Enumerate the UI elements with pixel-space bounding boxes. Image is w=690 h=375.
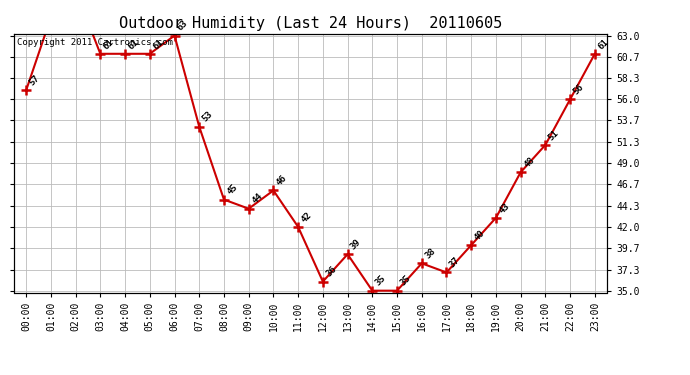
Text: 61: 61 [126,37,141,51]
Text: 35: 35 [398,274,413,288]
Text: 48: 48 [522,156,536,170]
Text: 43: 43 [497,201,511,215]
Text: 68: 68 [0,374,1,375]
Text: 61: 61 [596,37,610,51]
Text: 61: 61 [101,37,116,51]
Text: 56: 56 [571,82,586,97]
Text: 40: 40 [473,228,486,242]
Text: 44: 44 [250,192,264,206]
Text: 51: 51 [546,128,561,142]
Text: 39: 39 [349,237,363,252]
Text: 45: 45 [226,183,239,197]
Text: 36: 36 [324,265,338,279]
Text: 63: 63 [176,19,190,33]
Text: 57: 57 [28,74,41,87]
Text: 35: 35 [374,274,388,288]
Text: 65: 65 [0,374,1,375]
Text: Copyright 2011 Cartronics.com: Copyright 2011 Cartronics.com [17,38,172,46]
Text: 53: 53 [201,110,215,124]
Text: 38: 38 [423,247,437,261]
Text: 46: 46 [275,174,289,188]
Title: Outdoor Humidity (Last 24 Hours)  20110605: Outdoor Humidity (Last 24 Hours) 2011060… [119,16,502,31]
Text: 37: 37 [448,256,462,270]
Text: 61: 61 [151,37,165,51]
Text: 42: 42 [299,210,313,224]
